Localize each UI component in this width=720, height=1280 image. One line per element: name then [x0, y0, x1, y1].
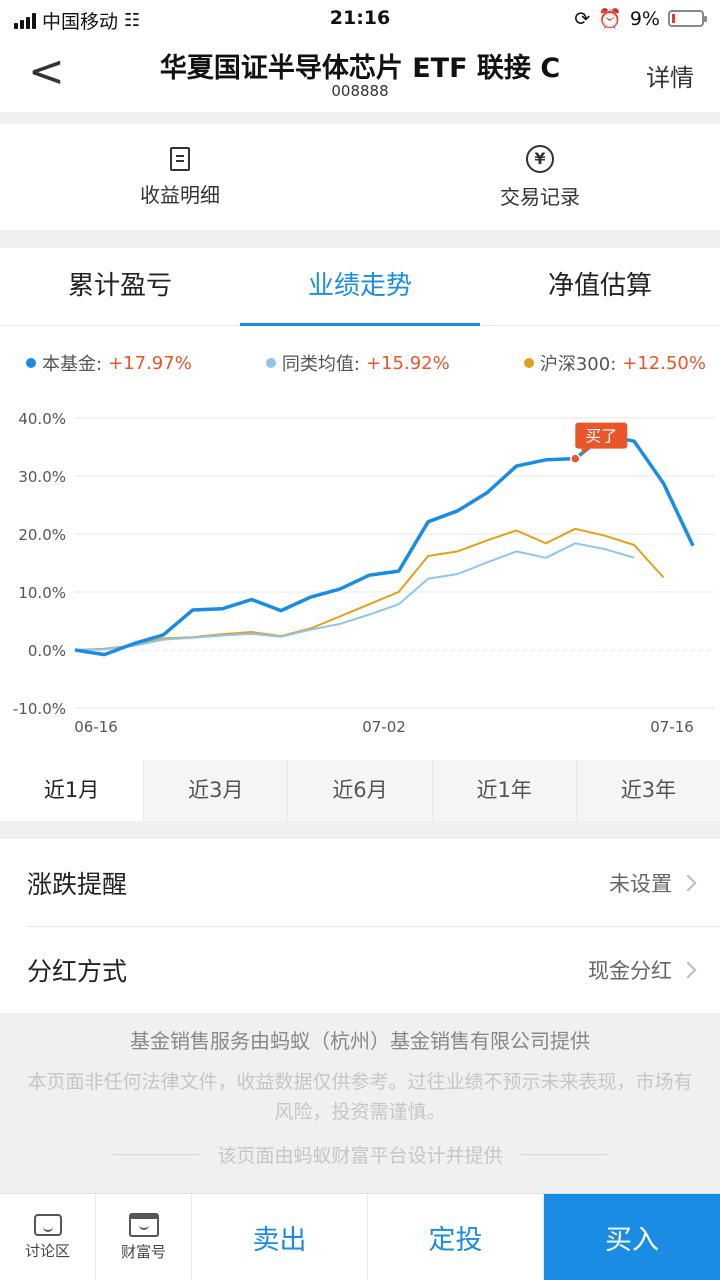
bottom-action-bar: 讨论区 财富号 卖出 定投 买入 [0, 1193, 720, 1280]
fixed-invest-button[interactable]: 定投 [368, 1194, 544, 1280]
provider-text: 基金销售服务由蚂蚁（杭州）基金销售有限公司提供 [130, 1029, 590, 1053]
discuss-button[interactable]: 讨论区 [0, 1194, 96, 1280]
rotation-lock-icon: ⟳ [574, 7, 591, 30]
x-tick-label: 07-02 [362, 718, 406, 736]
wealth-label: 财富号 [120, 1242, 166, 1261]
sell-button[interactable]: 卖出 [192, 1194, 368, 1280]
status-right: ⟳ ⏰ 9% [574, 7, 707, 30]
tab-bar: 累计盈亏 业绩走势 净值估算 [0, 248, 720, 326]
price-alert-row[interactable]: 涨跌提醒 未设置 [27, 839, 720, 926]
fund-title: 华夏国证半导体芯片 ETF 联接 C [159, 53, 561, 84]
footer-notice: 基金销售服务由蚂蚁（杭州）基金销售有限公司提供 本页面非任何法律文件，收益数据仅… [0, 1013, 720, 1193]
y-tick-label: 10.0% [18, 584, 66, 602]
period-selector: 近1月 近3月 近6月 近1年 近3年 [0, 760, 720, 821]
nav-bar: < 华夏国证半导体芯片 ETF 联接 C 008888 详情 [0, 36, 720, 112]
tab-nav-estimate[interactable]: 净值估算 [547, 271, 652, 301]
carrier-name: 中国移动 [42, 11, 119, 33]
alarm-icon: ⏰ [598, 8, 622, 30]
settings-list: 涨跌提醒 未设置 分红方式 现金分红 [0, 839, 720, 1013]
store-icon [128, 1212, 159, 1237]
tab-performance-trend[interactable]: 业绩走势 [240, 248, 480, 326]
legend-fund-name: 本基金: [42, 354, 103, 375]
yen-icon: ¥ [526, 144, 554, 173]
y-tick-label: 40.0% [18, 410, 66, 428]
battery-percent: 9% [629, 7, 660, 30]
dividend-method-value: 现金分红 [588, 959, 672, 983]
wealth-button[interactable]: 财富号 [96, 1194, 192, 1280]
status-time: 21:16 [329, 7, 391, 29]
trade-record-label: 交易记录 [500, 184, 580, 209]
buy-button[interactable]: 买入 [544, 1194, 720, 1280]
detail-button[interactable]: 详情 [646, 64, 694, 92]
designer-group: 该页面由蚂蚁财富平台设计并提供 [0, 1141, 720, 1168]
period-3y[interactable]: 近3年 [575, 760, 720, 821]
battery-icon [668, 10, 707, 27]
period-6m[interactable]: 近6月 [287, 760, 432, 821]
legend-hs300-value: +12.50% [622, 352, 706, 374]
legend-hs300: 沪深300: +12.50% [523, 350, 706, 376]
designer-text: 该页面由蚂蚁财富平台设计并提供 [217, 1145, 503, 1167]
chat-icon [33, 1213, 62, 1236]
fund-code: 008888 [331, 82, 389, 100]
tab-cumulative-pnl[interactable]: 累计盈亏 [67, 271, 172, 301]
period-1m[interactable]: 近1月 [0, 760, 144, 821]
buy-marker-label: 买了 [585, 427, 617, 446]
legend-peer-value: +15.92% [366, 352, 450, 374]
buy-marker-tail [581, 448, 590, 455]
legend-peer-name: 同类均值: [281, 354, 360, 375]
legend-peer: 同类均值: +15.92% [265, 350, 450, 376]
chart-legend: 本基金: +17.97% 同类均值: +15.92% 沪深300: +12.50… [26, 350, 706, 376]
price-alert-label: 涨跌提醒 [27, 869, 128, 899]
wifi-icon: ☷ [124, 10, 141, 31]
series-line-本基金 [74, 433, 695, 657]
buy-marker-bubble [575, 422, 628, 449]
x-tick-label: 06-16 [74, 718, 118, 736]
divider-right [520, 1154, 607, 1155]
price-alert-value: 未设置 [609, 871, 672, 896]
chevron-right-icon [679, 874, 697, 891]
dividend-method-label: 分红方式 [27, 957, 128, 986]
legend-peer-dot [265, 358, 276, 368]
document-icon [170, 146, 190, 171]
carrier-group: 中国移动 ☷ [14, 7, 140, 34]
period-3m[interactable]: 近3月 [143, 760, 288, 821]
dividend-method-value-group: 现金分红 [588, 955, 697, 985]
performance-card: 累计盈亏 业绩走势 净值估算 本基金: +17.97% 同类均值: +15.92… [0, 248, 720, 821]
legend-hs300-name: 沪深300: [539, 354, 617, 375]
divider-left [113, 1154, 200, 1155]
y-tick-label: 30.0% [18, 468, 66, 486]
chevron-right-icon [679, 961, 697, 979]
price-alert-value-group: 未设置 [609, 868, 697, 898]
performance-chart[interactable]: 40.0% 30.0% 20.0% 10.0% 0.0% -10.0% 06-16 07-02… [0, 398, 720, 738]
x-tick-label: 07-16 [650, 718, 694, 736]
income-detail-button[interactable]: 收益明细 [0, 124, 360, 230]
series-line-沪深300 [74, 527, 665, 651]
y-tick-label: -10.0% [13, 700, 66, 718]
dividend-method-row[interactable]: 分红方式 现金分红 [27, 926, 720, 1013]
legend-hs300-dot [523, 358, 534, 368]
period-1y[interactable]: 近1年 [431, 760, 576, 821]
quick-actions: 收益明细 ¥ 交易记录 [0, 124, 720, 230]
status-bar: 中国移动 ☷ 21:16 ⟳ ⏰ 9% [0, 0, 720, 36]
y-tick-label: 20.0% [18, 526, 66, 544]
disclaimer-text: 本页面非任何法律文件，收益数据仅供参考。过往业绩不预示未来表现，市场有风险，投资… [27, 1071, 693, 1123]
series-line-同类均值 [74, 542, 635, 651]
legend-fund: 本基金: +17.97% [26, 350, 192, 376]
buy-marker-dot [570, 453, 581, 464]
y-tick-label: 0.0% [28, 642, 66, 660]
signal-icon [14, 12, 36, 29]
trade-record-button[interactable]: ¥ 交易记录 [360, 124, 720, 230]
legend-fund-dot [26, 358, 36, 368]
legend-fund-value: +17.97% [108, 352, 192, 374]
discuss-label: 讨论区 [24, 1241, 70, 1260]
income-detail-label: 收益明细 [140, 182, 220, 207]
back-chevron-icon[interactable]: < [28, 46, 65, 97]
